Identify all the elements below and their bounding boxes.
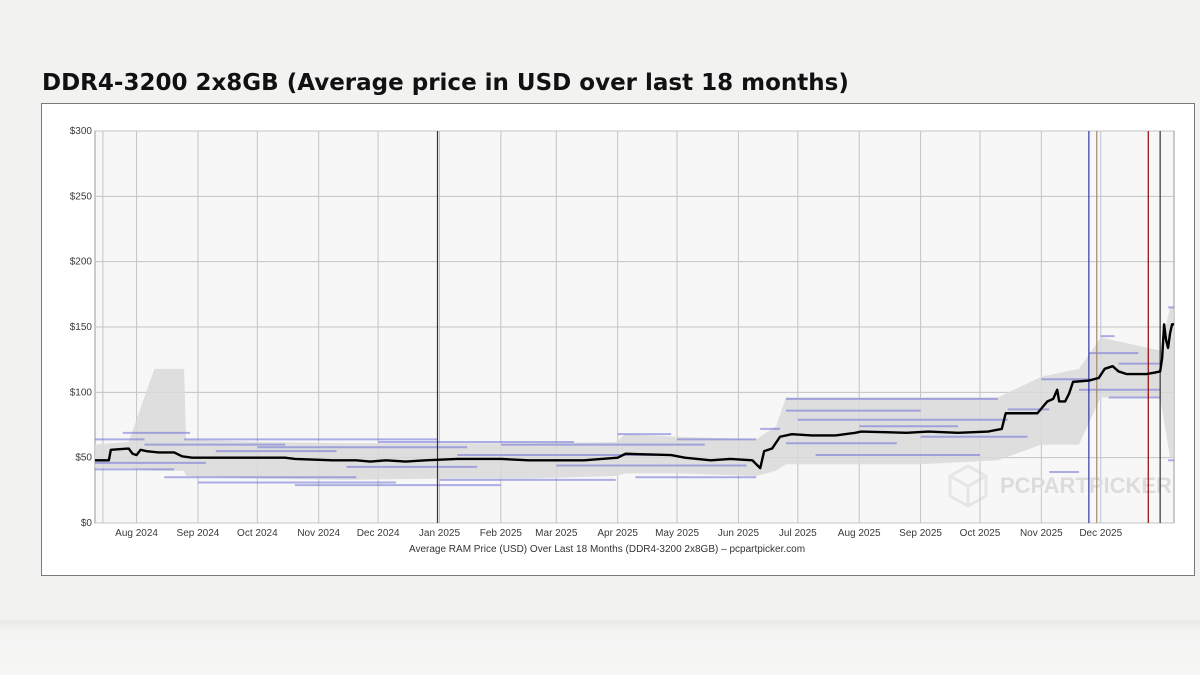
x-tick-label: Mar 2025 (535, 528, 578, 539)
page-title: DDR4-3200 2x8GB (Average price in USD ov… (42, 70, 849, 96)
x-tick-label: Sep 2024 (177, 528, 220, 539)
x-tick-label: Oct 2025 (960, 528, 1001, 539)
x-tick-label: May 2025 (655, 528, 699, 539)
price-range-band (95, 307, 1174, 480)
y-tick-label: $250 (70, 191, 93, 202)
x-tick-label: Oct 2024 (237, 528, 278, 539)
page-footer-band (0, 620, 1200, 675)
x-tick-label: Aug 2025 (838, 528, 881, 539)
x-tick-label: Jan 2025 (419, 528, 461, 539)
y-tick-label: $100 (70, 387, 93, 398)
chart-panel: PCPARTPICKER $0 $50 $100 $150 $200 $250 $300 A… (41, 103, 1195, 576)
x-tick-label: Apr 2025 (597, 528, 638, 539)
x-tick-label: Nov 2025 (1020, 528, 1063, 539)
x-tick-label: Dec 2025 (1079, 528, 1122, 539)
chart-caption: Average RAM Price (USD) Over Last 18 Mon… (409, 544, 805, 555)
y-tick-label: $0 (81, 518, 93, 529)
y-tick-label: $200 (70, 257, 93, 268)
x-tick-label: Jul 2025 (779, 528, 817, 539)
x-tick-label: Aug 2024 (115, 528, 158, 539)
pcpartpicker-logo-icon (948, 464, 988, 508)
y-tick-label: $150 (70, 322, 93, 333)
y-tick-label: $300 (70, 126, 93, 137)
x-tick-label: Dec 2024 (357, 528, 400, 539)
x-tick-label: Jun 2025 (718, 528, 760, 539)
price-chart: PCPARTPICKER $0 $50 $100 $150 $200 $250 $300 A… (42, 104, 1194, 575)
x-tick-label: Nov 2024 (297, 528, 340, 539)
x-tick-label: Sep 2025 (899, 528, 942, 539)
watermark-text: PCPARTPICKER (1000, 473, 1172, 498)
y-tick-label: $50 (75, 453, 92, 464)
x-tick-label: Feb 2025 (480, 528, 523, 539)
average-price-line (95, 323, 1174, 470)
